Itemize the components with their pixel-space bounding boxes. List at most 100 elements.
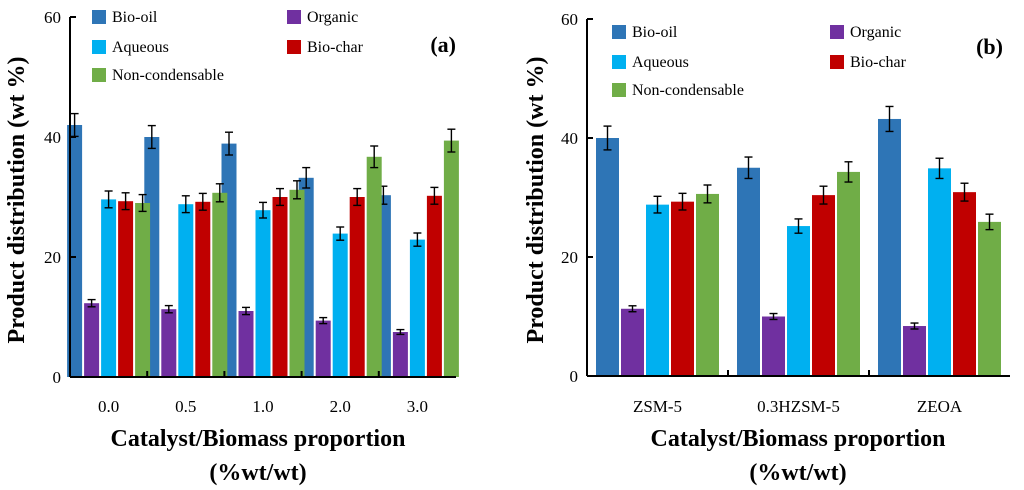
bar-bio-char-1 [118, 201, 134, 377]
error-bar-bio-oil-3 [225, 131, 233, 156]
error-bar-non-condensable-1 [703, 184, 712, 204]
error-bar-bio-char-3 [276, 187, 284, 207]
bar-non-condensable-5 [443, 140, 459, 377]
bar-non-condensable-1 [135, 203, 151, 377]
bar-non-condensable-2 [837, 171, 860, 376]
error-bar-bio-char-2 [819, 185, 828, 205]
legend-label: Aqueous [112, 39, 169, 56]
legend-label: Non-condensable [632, 82, 744, 99]
error-bar-bio-oil-2 [744, 156, 753, 180]
legend-swatch [830, 25, 844, 39]
y-tick-label: 20 [561, 248, 578, 267]
x-axis-title-b-line1: Catalyst/Biomass proportion [651, 426, 946, 452]
bar-organic-3 [238, 311, 254, 377]
bar-non-condensable-3 [978, 221, 1001, 376]
legend-swatch [92, 40, 106, 54]
error-bar-aqueous-3 [935, 157, 944, 180]
bar-organic-2 [762, 316, 785, 376]
y-tick-label: 0 [53, 368, 62, 387]
error-bar-aqueous-2 [794, 218, 803, 234]
x-tick-label: 0.0 [98, 397, 119, 416]
x-tick-label: 2.0 [330, 397, 351, 416]
bar-aqueous-2 [787, 226, 810, 376]
legend-label: Non-condensable [112, 67, 224, 84]
legend-label: Bio-oil [112, 9, 158, 26]
error-bar-non-condensable-2 [215, 183, 224, 203]
error-bar-bio-char-4 [353, 187, 362, 207]
bar-aqueous-1 [646, 204, 669, 376]
y-tick-label: 40 [561, 129, 578, 148]
bar-bio-oil-2 [737, 167, 760, 376]
panel-b: Product distribution (wt %) 0 20 40 60 ZSM-5… [523, 10, 1010, 486]
legend-swatch [92, 10, 106, 24]
error-bar-non-condensable-3 [985, 213, 994, 231]
error-bar-bio-oil-2 [147, 124, 156, 150]
bar-organic-4 [315, 320, 331, 377]
x-tick-label: 0.3HZSM-5 [757, 397, 840, 416]
legend-label: Bio-char [850, 54, 907, 71]
error-bar-organic-2 [164, 304, 173, 314]
legend-swatch [287, 40, 301, 54]
bar-non-condensable-4 [366, 156, 382, 377]
error-bar-bio-char-2 [198, 192, 207, 211]
bar-bio-oil-1 [596, 138, 619, 376]
bar-aqueous-4 [332, 233, 348, 377]
legend-swatch [612, 55, 626, 69]
panel-a: Product distribution (wt %) 0 20 40 60 0.0 0.… [4, 8, 459, 486]
bar-bio-char-3 [953, 192, 976, 376]
error-bar-aqueous-3 [259, 201, 267, 219]
error-bar-bio-char-5 [430, 186, 439, 205]
error-bar-bio-oil-1 [603, 125, 612, 151]
x-tick-label: 1.0 [252, 397, 273, 416]
bar-non-condensable-2 [212, 192, 228, 377]
error-bar-organic-3 [242, 306, 250, 316]
x-axis-title-b-line2: (%wt/wt) [749, 460, 846, 486]
legend-label: Organic [850, 24, 901, 41]
error-bar-aqueous-5 [413, 232, 422, 247]
error-bar-organic-5 [396, 328, 405, 336]
error-bar-bio-char-3 [960, 182, 969, 202]
bar-aqueous-1 [101, 199, 117, 377]
legend-swatch [612, 83, 626, 97]
error-bar-bio-char-1 [678, 192, 687, 211]
bar-organic-5 [392, 332, 408, 377]
x-axis-title-a-line2: (%wt/wt) [209, 460, 306, 486]
error-bar-aqueous-4 [336, 226, 345, 241]
y-tick-label: 20 [44, 248, 61, 267]
y-tick-label: 40 [44, 128, 61, 147]
error-bar-non-condensable-2 [844, 161, 853, 183]
bar-aqueous-3 [255, 210, 271, 377]
panel-tag-b: (b) [976, 34, 1003, 59]
error-bar-organic-1 [87, 298, 96, 308]
legend-swatch [92, 68, 106, 82]
bar-aqueous-3 [928, 168, 951, 376]
legend: Bio-oil Organic Aqueous Bio-char Non-condens… [612, 24, 907, 99]
legend-label: Organic [307, 9, 358, 26]
bar-aqueous-5 [409, 239, 425, 377]
x-tick-label: ZSM-5 [633, 397, 682, 416]
error-bar-aqueous-1 [653, 195, 662, 214]
error-bar-non-condensable-4 [370, 145, 379, 169]
legend-swatch [287, 10, 301, 24]
bar-bio-char-2 [195, 201, 211, 377]
panel-tag-a: (a) [430, 32, 456, 57]
bar-organic-2 [161, 309, 177, 377]
error-bar-organic-3 [910, 322, 919, 330]
error-bar-non-condensable-1 [138, 193, 147, 213]
bar-organic-1 [621, 308, 644, 376]
error-bar-non-condensable-5 [447, 128, 456, 153]
legend-swatch [830, 55, 844, 69]
error-bar-bio-oil-4 [302, 166, 311, 189]
bar-bio-char-2 [812, 195, 835, 376]
bar-organic-3 [903, 326, 926, 376]
y-tick-label: 0 [570, 367, 579, 386]
x-tick-label: ZEOA [917, 397, 963, 416]
error-bar-aqueous-2 [181, 195, 190, 214]
error-bar-aqueous-1 [104, 190, 113, 209]
bar-bio-char-5 [426, 195, 442, 377]
y-axis-title-b: Product distribution (wt %) [523, 57, 549, 344]
bar-aqueous-2 [178, 204, 194, 377]
error-bar-organic-2 [769, 312, 778, 321]
x-tick-label: 0.5 [175, 397, 196, 416]
